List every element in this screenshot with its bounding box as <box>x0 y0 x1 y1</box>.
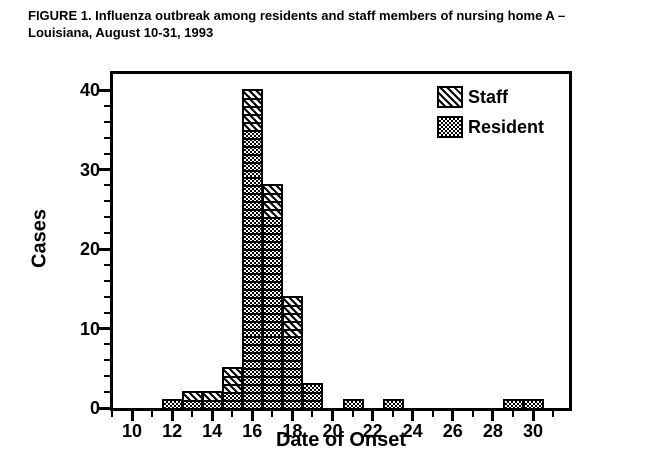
y-tick-minor <box>104 391 110 394</box>
x-tick-major <box>331 411 334 421</box>
x-tick-major <box>170 411 174 421</box>
case-cell-staff <box>202 391 223 402</box>
x-tick-minor <box>511 411 514 417</box>
plot-frame <box>110 71 572 411</box>
figure-title-line-2: Louisiana, August 10-31, 1993 <box>28 24 214 40</box>
x-tick-label: 28 <box>482 421 503 441</box>
y-tick-minor <box>104 120 110 123</box>
y-tick-minor <box>104 263 110 266</box>
case-cell-resident <box>302 383 323 394</box>
y-tick-major <box>99 327 110 330</box>
x-tick-minor <box>431 411 434 417</box>
y-tick-label: 40 <box>79 80 100 100</box>
x-tick-minor <box>191 411 194 417</box>
x-tick-major <box>130 411 134 421</box>
y-tick-major <box>99 168 110 171</box>
x-tick-minor <box>311 411 314 417</box>
y-tick-minor <box>104 343 110 346</box>
y-tick-major <box>99 88 110 92</box>
x-tick-minor <box>471 411 474 417</box>
case-cell-staff <box>242 89 263 100</box>
figure-title: FIGURE 1. Influenza outbreak among resid… <box>28 8 565 41</box>
y-tick-major <box>99 406 110 410</box>
case-cell-resident <box>162 399 183 410</box>
y-tick-minor <box>104 184 110 187</box>
figure-title-line-1: FIGURE 1. Influenza outbreak among resid… <box>28 8 566 23</box>
case-cell-resident <box>523 399 544 410</box>
y-tick-minor <box>104 104 110 107</box>
x-tick-label: 14 <box>202 421 223 441</box>
y-tick-minor <box>104 359 110 362</box>
x-tick-minor <box>271 411 274 417</box>
case-cell-staff <box>262 184 283 195</box>
y-tick-minor <box>104 200 110 203</box>
y-tick-minor <box>104 375 110 378</box>
x-tick-major <box>250 411 254 421</box>
case-cell-resident <box>383 399 404 410</box>
legend-resident-swatch <box>437 116 463 138</box>
x-tick-label: 18 <box>282 421 303 441</box>
legend-staff-label: Staff <box>468 87 508 107</box>
y-tick-label: 0 <box>89 398 100 418</box>
y-tick-major <box>99 247 110 251</box>
y-tick-minor <box>104 232 110 235</box>
x-tick-label: 22 <box>362 421 383 441</box>
x-tick-minor <box>391 411 394 417</box>
y-tick-minor <box>104 216 110 219</box>
case-cell-resident <box>343 399 364 410</box>
legend-staff-swatch <box>437 86 463 108</box>
x-tick-label: 24 <box>402 421 423 441</box>
y-tick-minor <box>104 279 110 282</box>
x-tick-minor <box>110 411 113 417</box>
x-tick-major <box>491 411 495 421</box>
x-tick-label: 30 <box>522 421 544 441</box>
y-tick-minor <box>104 295 110 298</box>
x-tick-label: 12 <box>162 421 183 441</box>
x-tick-minor <box>552 411 555 417</box>
y-tick-label: 10 <box>79 318 100 339</box>
x-tick-major <box>210 411 214 421</box>
x-tick-major <box>371 411 375 421</box>
y-tick-minor <box>104 152 110 155</box>
x-tick-minor <box>151 411 154 417</box>
y-tick-minor <box>104 136 110 139</box>
x-tick-label: 16 <box>242 421 263 441</box>
x-tick-label: 26 <box>442 421 463 441</box>
x-tick-minor <box>351 411 354 417</box>
x-tick-major <box>411 411 415 421</box>
y-tick-label: 30 <box>79 159 100 180</box>
x-tick-label: 10 <box>121 421 143 441</box>
y-tick-label: 20 <box>79 239 100 259</box>
x-axis-label: Date of Onset <box>275 429 407 451</box>
x-tick-major <box>290 411 294 421</box>
x-tick-minor <box>231 411 234 417</box>
y-axis-label: Cases <box>28 209 51 268</box>
x-tick-label: 20 <box>322 421 343 441</box>
legend-resident-label: Resident <box>468 117 545 137</box>
y-tick-minor <box>104 311 110 314</box>
case-cell-staff <box>222 367 243 378</box>
case-cell-resident <box>503 399 524 410</box>
x-tick-major <box>531 411 535 421</box>
case-cell-staff <box>282 296 303 307</box>
x-tick-major <box>451 411 455 421</box>
case-cell-staff <box>182 391 203 402</box>
